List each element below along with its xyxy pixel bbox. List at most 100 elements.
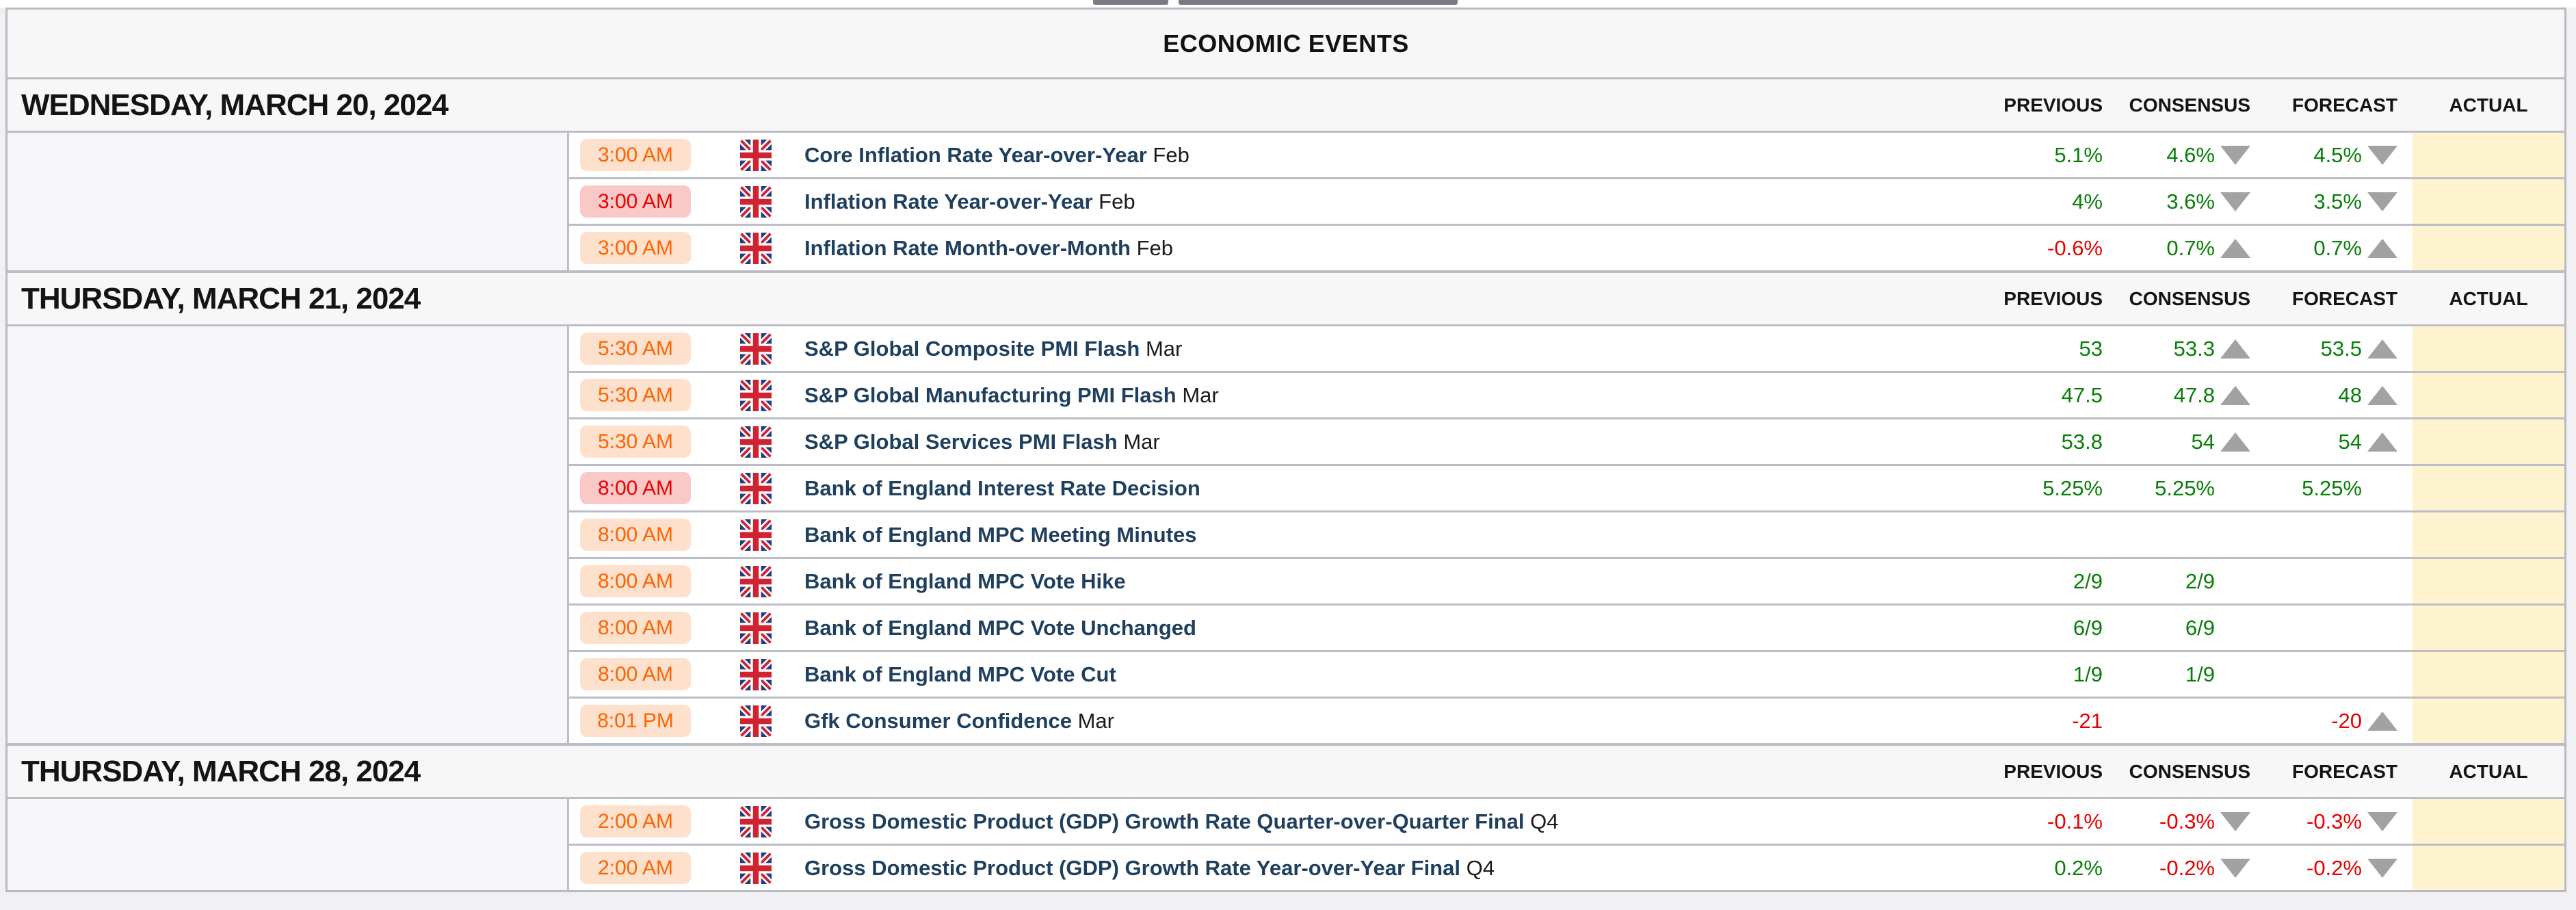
event-name-link[interactable]: Core Inflation Rate Year-over-Year Feb (804, 143, 1961, 168)
column-headers: PREVIOUS CONSENSUS FORECAST ACTUAL (1961, 288, 2564, 310)
arrow-down-icon (2367, 811, 2397, 831)
event-name-link[interactable]: S&P Global Services PMI Flash Mar (804, 430, 1961, 454)
event-values: 2/9 2/9 (1961, 559, 2564, 603)
column-header-consensus: CONSENSUS (2129, 94, 2250, 116)
event-name-link[interactable]: Inflation Rate Year-over-Year Feb (804, 190, 1961, 214)
event-values (1961, 512, 2564, 557)
events-table-sections: WEDNESDAY, MARCH 20, 2024 PREVIOUS CONSE… (8, 79, 2564, 890)
column-header-forecast: FORECAST (2292, 760, 2397, 782)
consensus-cell: 0.7% (2118, 226, 2265, 270)
forecast-cell (2265, 652, 2413, 697)
event-name-link[interactable]: Gross Domestic Product (GDP) Growth Rate… (804, 809, 1961, 834)
column-header-actual: ACTUAL (2449, 94, 2528, 116)
event-name-link[interactable]: Gfk Consumer Confidence Mar (804, 709, 1961, 733)
previous-cell: 5.25% (2042, 476, 2103, 500)
event-time-badge: 5:30 AM (580, 426, 691, 458)
actual-cell (2413, 326, 2564, 371)
actual-cell (2413, 559, 2564, 603)
arrow-up-icon (2220, 432, 2250, 452)
cutoff-toolbar-button-left[interactable] (1093, 0, 1168, 5)
event-period: Feb (1092, 189, 1135, 213)
event-name-link[interactable]: Inflation Rate Month-over-Month Feb (804, 236, 1961, 261)
date-section: THURSDAY, MARCH 21, 2024 PREVIOUS CONSEN… (8, 270, 2564, 743)
consensus-cell: 2/9 (2185, 569, 2215, 593)
uk-flag-icon (740, 232, 772, 264)
previous-cell: 47.5 (2061, 382, 2103, 407)
event-period: Mar (1117, 429, 1160, 454)
event-name: Core Inflation Rate Year-over-Year (804, 142, 1147, 167)
event-name-link[interactable]: Bank of England MPC Vote Unchanged (804, 616, 1961, 640)
uk-flag-icon (740, 185, 772, 218)
event-time-badge: 8:00 AM (580, 658, 691, 690)
consensus-cell: 54 (2118, 419, 2265, 464)
uk-flag-icon (740, 519, 772, 551)
arrow-down-icon (2220, 811, 2250, 831)
event-row: 8:00 AM Bank of England MPC Vote Hike 2/… (569, 557, 2564, 603)
arrow-down-icon (2367, 858, 2397, 878)
previous-cell: 0.2% (2054, 855, 2103, 880)
uk-flag-icon (740, 805, 772, 837)
date-section: THURSDAY, MARCH 28, 2024 PREVIOUS CONSEN… (8, 743, 2564, 890)
forecast-cell: 4.5% (2265, 133, 2413, 177)
consensus-cell: -0.3% (2118, 799, 2265, 844)
event-name-link[interactable]: Bank of England Interest Rate Decision (804, 476, 1961, 501)
event-name: Bank of England Interest Rate Decision (804, 476, 1200, 500)
forecast-cell: 53.5 (2265, 326, 2413, 371)
arrow-down-icon (2367, 192, 2397, 211)
event-row: 5:30 AM S&P Global Composite PMI Flash M… (569, 326, 2564, 371)
consensus-cell: 1/9 (2185, 662, 2215, 686)
column-header-actual: ACTUAL (2449, 760, 2528, 782)
actual-cell (2413, 133, 2564, 177)
section-rows: 2:00 AM Gross Domestic Product (GDP) Gro… (569, 799, 2564, 890)
uk-flag-icon (740, 333, 772, 365)
table-title-row: ECONOMIC EVENTS (8, 10, 2564, 79)
arrow-down-icon (2220, 858, 2250, 878)
arrow-up-icon (2367, 432, 2397, 452)
column-headers: PREVIOUS CONSENSUS FORECAST ACTUAL (1961, 94, 2564, 116)
actual-cell (2413, 179, 2564, 224)
event-values: 6/9 6/9 (1961, 606, 2564, 650)
event-name-link[interactable]: Bank of England MPC Meeting Minutes (804, 523, 1961, 547)
column-header-actual: ACTUAL (2449, 287, 2528, 309)
event-name-link[interactable]: S&P Global Manufacturing PMI Flash Mar (804, 383, 1961, 408)
event-name: S&P Global Services PMI Flash (804, 429, 1118, 454)
section-date-cell (8, 799, 569, 890)
previous-cell: -21 (2072, 708, 2103, 733)
previous-cell: 2/9 (2073, 569, 2103, 593)
event-values: 53.8 54 54 (1961, 419, 2564, 464)
consensus-cell: 53.3 (2118, 326, 2265, 371)
event-name: Bank of England MPC Vote Unchanged (804, 615, 1196, 640)
event-name-link[interactable]: S&P Global Composite PMI Flash Mar (804, 337, 1961, 361)
event-period: Mar (1072, 708, 1114, 733)
actual-cell (2413, 606, 2564, 650)
cutoff-toolbar-button-right[interactable] (1179, 0, 1458, 5)
uk-flag-icon (740, 379, 772, 411)
forecast-cell: 3.5% (2265, 179, 2413, 224)
previous-cell: 5.1% (2054, 142, 2103, 167)
event-name-link[interactable]: Bank of England MPC Vote Cut (804, 662, 1961, 687)
consensus-cell: 3.6% (2118, 179, 2265, 224)
event-values: -0.1% -0.3% -0.3% (1961, 799, 2564, 844)
arrow-down-icon (2220, 192, 2250, 211)
forecast-cell: -20 (2265, 699, 2413, 743)
event-name: Gfk Consumer Confidence (804, 708, 1072, 733)
event-name-link[interactable]: Gross Domestic Product (GDP) Growth Rate… (804, 856, 1961, 881)
event-name-link[interactable]: Bank of England MPC Vote Hike (804, 569, 1961, 594)
previous-cell: -0.6% (2047, 235, 2103, 260)
column-header-previous: PREVIOUS (2003, 94, 2103, 116)
section-date-cell (8, 133, 569, 270)
event-row: 8:00 AM Bank of England MPC Vote Unchang… (569, 603, 2564, 650)
arrow-up-icon (2367, 711, 2397, 731)
section-body: 2:00 AM Gross Domestic Product (GDP) Gro… (8, 799, 2564, 890)
event-name: Bank of England MPC Vote Cut (804, 662, 1116, 686)
actual-cell (2413, 799, 2564, 844)
event-time-badge: 5:30 AM (580, 333, 691, 365)
forecast-cell: -0.3% (2265, 799, 2413, 844)
actual-cell (2413, 699, 2564, 743)
event-time-badge: 8:00 AM (580, 519, 691, 551)
actual-cell (2413, 652, 2564, 697)
event-row: 5:30 AM S&P Global Manufacturing PMI Fla… (569, 371, 2564, 417)
forecast-cell: 5.25% (2302, 476, 2362, 500)
arrow-up-icon (2367, 339, 2397, 359)
arrow-down-icon (2220, 145, 2250, 165)
